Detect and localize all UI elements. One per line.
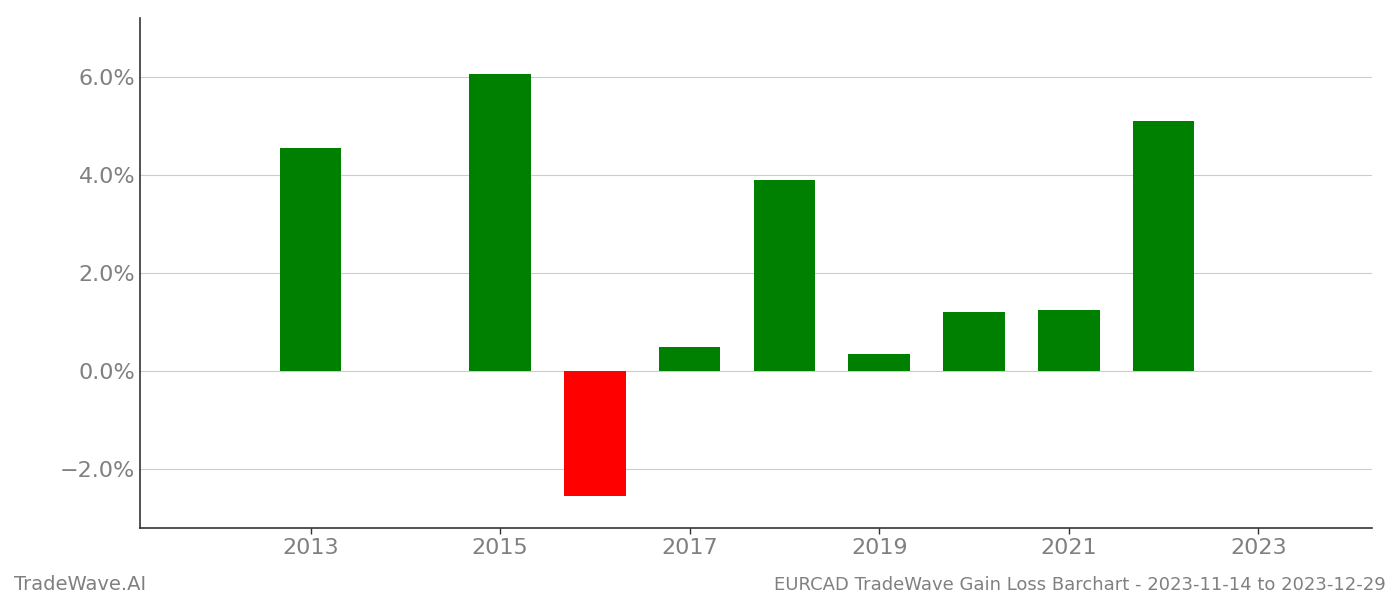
Bar <box>280 148 342 371</box>
Bar <box>1133 121 1194 371</box>
Text: TradeWave.AI: TradeWave.AI <box>14 575 146 594</box>
Bar <box>753 180 815 371</box>
Bar <box>564 371 626 496</box>
Bar <box>659 347 721 371</box>
Bar <box>1037 310 1099 371</box>
Bar <box>469 74 531 371</box>
Bar <box>944 312 1005 371</box>
Text: EURCAD TradeWave Gain Loss Barchart - 2023-11-14 to 2023-12-29: EURCAD TradeWave Gain Loss Barchart - 20… <box>774 576 1386 594</box>
Bar <box>848 354 910 371</box>
